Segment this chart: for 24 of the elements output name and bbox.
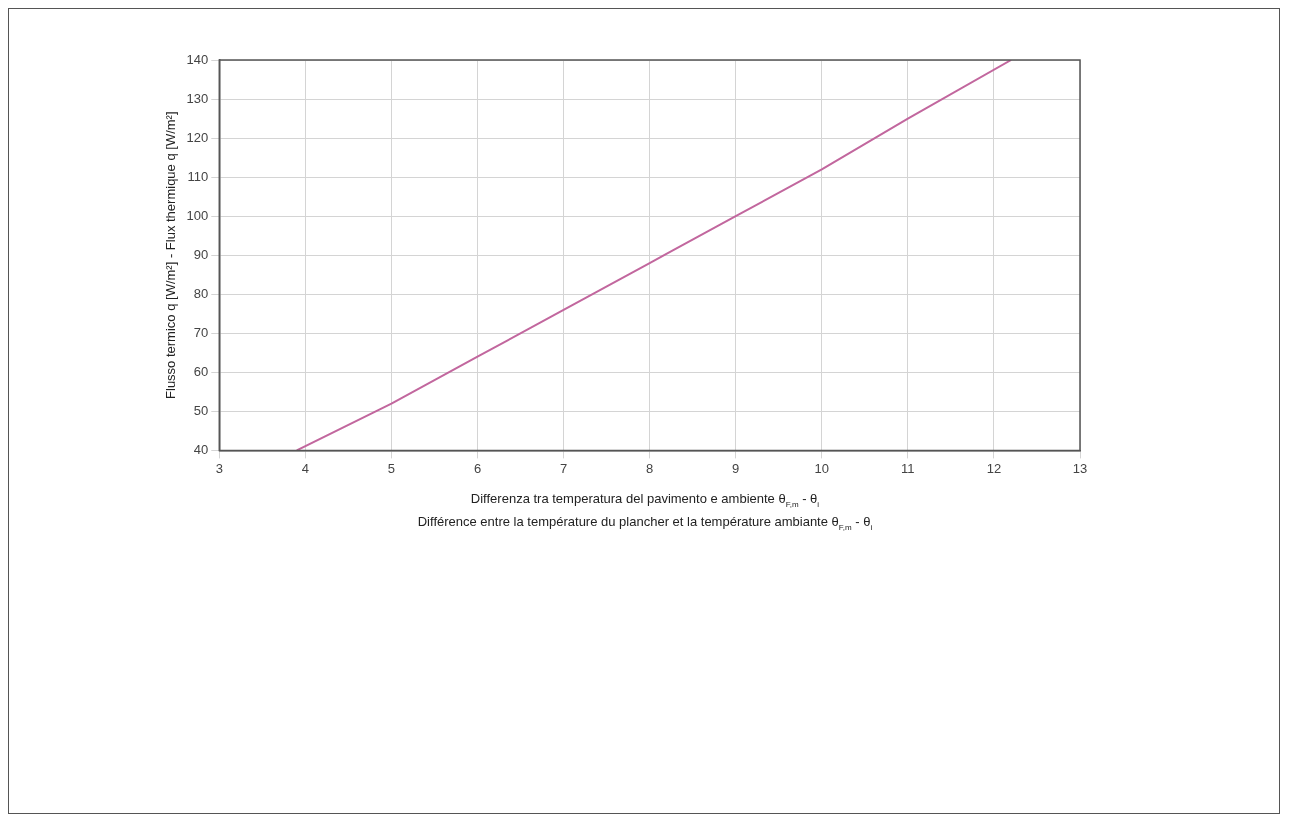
x-tick-label: 4 bbox=[301, 460, 309, 476]
y-tick-label: 80 bbox=[193, 285, 209, 301]
x-tick-label: 5 bbox=[387, 460, 396, 476]
y-tick-label: 40 bbox=[193, 441, 209, 457]
y-tick-label: 120 bbox=[186, 129, 209, 145]
x-tick-label: 10 bbox=[814, 460, 830, 476]
x-tick-label: 9 bbox=[732, 460, 740, 476]
y-axis-title: Flusso termico q [W/m²] - Flux thermique q [W/m²] bbox=[163, 111, 179, 399]
y-tick-label: 60 bbox=[193, 363, 209, 379]
y-tick-label: 100 bbox=[186, 207, 209, 223]
y-tick-label: 50 bbox=[193, 402, 209, 418]
y-tick-label: 90 bbox=[193, 246, 209, 262]
x-axis-title: Differenza tra temperatura del pavimento e ambiente θ$_{F,m}$ - θ$_{i}$ Différence entre la température du plancher et la température ambiante θ$_{F,m}$ - θ$_{i}$ bbox=[416, 490, 874, 534]
x-tick-label: 6 bbox=[473, 460, 482, 476]
x-tick-label: 11 bbox=[901, 460, 915, 476]
y-tick-label: 70 bbox=[193, 324, 209, 340]
x-tick-label: 13 bbox=[1072, 460, 1088, 476]
x-tick-label: 8 bbox=[646, 460, 654, 476]
y-tick-label: 140 bbox=[186, 51, 209, 67]
y-tick-label: 130 bbox=[186, 90, 209, 106]
y-tick-label: 110 bbox=[187, 168, 209, 184]
x-tick-label: 3 bbox=[215, 460, 223, 476]
x-tick-label: 12 bbox=[986, 460, 1002, 476]
x-tick-label: 7 bbox=[559, 460, 568, 476]
